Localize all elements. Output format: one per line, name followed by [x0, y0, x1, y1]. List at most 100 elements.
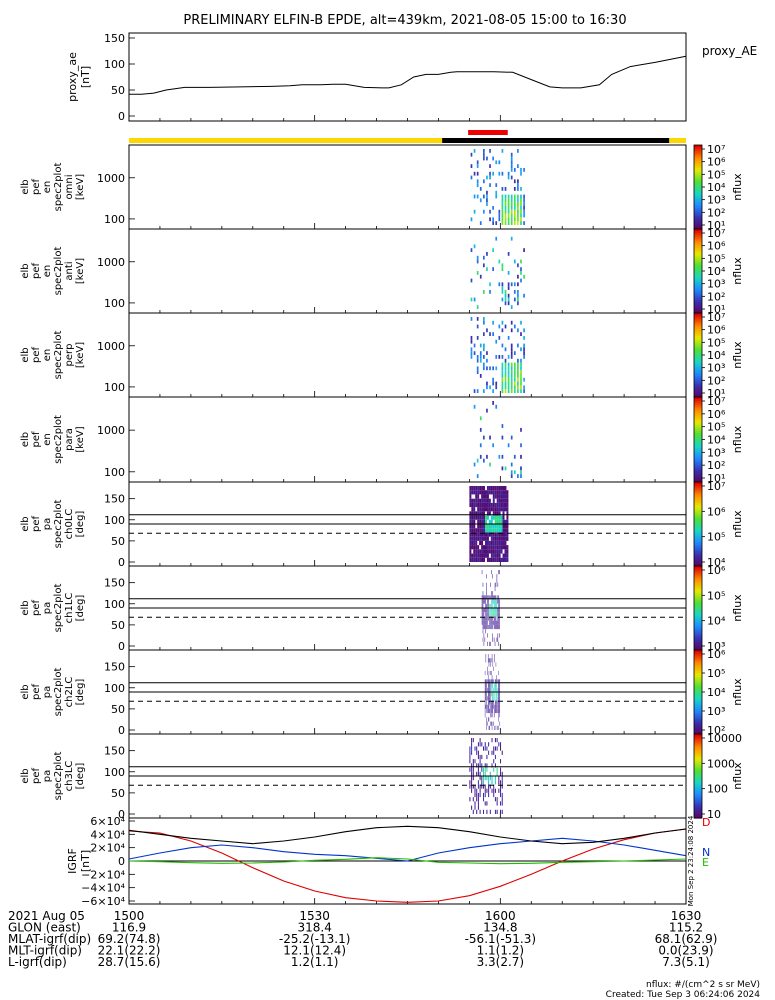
spectrogram-cell [507, 213, 510, 218]
spectrogram-cell [486, 788, 488, 793]
colorbar-segment [694, 719, 702, 722]
spectrogram-cell [491, 591, 493, 596]
colorbar-tick-label: 10⁶ [707, 564, 726, 577]
spectrogram-cell [498, 776, 500, 781]
spectrogram-cell [486, 358, 488, 363]
spectrogram-cell [488, 612, 489, 617]
spectrogram-cell [495, 355, 498, 359]
spectrogram-cell [497, 633, 499, 638]
spectrogram-cell [500, 490, 503, 495]
spectrogram-cell [476, 370, 479, 374]
axis-row-value: 1630 [671, 909, 702, 923]
spectrogram-cell [513, 374, 516, 378]
spectrogram-cell [483, 809, 485, 814]
spectrogram-cell [476, 355, 479, 359]
spectrogram-cell [520, 377, 522, 382]
spectrogram-cell [483, 519, 486, 524]
y-tick-label: −6×10⁴ [81, 895, 125, 908]
spectrogram-cell [490, 549, 493, 554]
colorbar-segment [694, 608, 702, 611]
spectrogram-cell [523, 168, 525, 172]
spectrogram-cell [484, 507, 487, 512]
spectrogram-cell [507, 194, 510, 199]
colorbar-tick-label: 10² [707, 459, 725, 472]
spectrogram-cell [504, 297, 507, 302]
spectrogram-cell [507, 221, 510, 225]
colorbar-segment [694, 409, 702, 413]
spectrogram-cell [502, 502, 505, 508]
spectrogram-cell [479, 540, 482, 546]
spectrogram-cell [488, 549, 491, 554]
colorbar-tick-label: 10⁵ [707, 421, 725, 434]
y-tick-label: 50 [111, 703, 125, 716]
spectrogram-cell [517, 274, 519, 279]
spectrogram-cell [493, 784, 495, 789]
spectrogram-cell [510, 435, 513, 440]
spectrogram-cell [500, 771, 502, 776]
spectrogram-cell [486, 198, 488, 203]
spectrogram-cell [492, 377, 494, 382]
y-tick-label: 6×10⁴ [90, 815, 125, 828]
spectrogram-cell [485, 612, 487, 617]
colorbar-segment [694, 549, 702, 552]
spectrogram-cell [488, 490, 491, 495]
spectrogram-cell [504, 213, 507, 218]
spectrogram-cell [504, 532, 507, 537]
spectrogram-cell [494, 776, 496, 781]
panel-ylabel-line: elb [20, 768, 31, 783]
spectrogram-cell [471, 486, 474, 491]
spectrogram-cell [510, 160, 513, 165]
spectrogram-cell [513, 324, 516, 329]
spectrogram-cell [520, 198, 522, 203]
spectrogram-cell [481, 780, 483, 785]
colorbar-segment [694, 660, 702, 664]
spectrogram-cell [502, 494, 505, 499]
spectrogram-cell [486, 801, 488, 806]
panel-ylabel-line: spec2plot [53, 584, 64, 633]
axis-row-value: 115.2 [669, 921, 703, 935]
colorbar-segment [694, 216, 702, 220]
spectrogram-cell [489, 217, 491, 222]
spectrogram-cell [473, 194, 476, 199]
spectrogram-cell [496, 738, 498, 743]
spectrogram-cell [520, 221, 522, 225]
colorbar-segment [694, 635, 702, 638]
colorbar-segment [694, 422, 702, 426]
spectrogram-cell [488, 524, 491, 529]
spectrogram-cell [496, 507, 499, 512]
colorbar-segment [694, 500, 702, 504]
spectrogram-cell [495, 221, 498, 225]
spectrogram-cell [517, 194, 519, 199]
colorbar-segment [694, 654, 702, 657]
spectrogram-cell [484, 490, 487, 495]
colorbar-segment [694, 189, 702, 192]
y-tick-label: −2×10⁴ [81, 868, 125, 881]
spectrogram-frame [128, 396, 687, 483]
axis-row-value: 1.1(1.2) [477, 944, 525, 958]
colorbar-segment [694, 683, 702, 687]
spectrogram-cell [501, 377, 504, 382]
spectrogram-cell [498, 213, 501, 218]
colorbar-tick-label: 10⁶ [707, 408, 726, 421]
spectrogram-cell [488, 557, 491, 562]
spectrogram-cell [482, 629, 484, 634]
panel-ylabel-line: spec2plot [53, 331, 64, 380]
spectrogram-cell [477, 507, 480, 512]
spectrogram-cell [520, 347, 522, 352]
spectrogram-cell [479, 416, 482, 421]
spectrogram-cell [479, 343, 482, 348]
colorbar-segment [694, 414, 702, 417]
spectrogram-cell [481, 524, 484, 529]
colorbar-segment [694, 155, 702, 159]
spectrogram-cell [498, 557, 501, 562]
spectrogram-cell [491, 612, 492, 617]
spectrogram-cell [474, 788, 476, 793]
spectrogram-cell [513, 217, 516, 222]
spectrogram-cell [479, 274, 482, 279]
colorbar-segment [694, 153, 702, 157]
colorbar-segment [694, 308, 702, 312]
spectrogram-cell [501, 202, 504, 206]
spectrogram-cell [520, 171, 522, 176]
spectrogram-cell [504, 494, 507, 499]
colorbar-segment [694, 631, 702, 634]
